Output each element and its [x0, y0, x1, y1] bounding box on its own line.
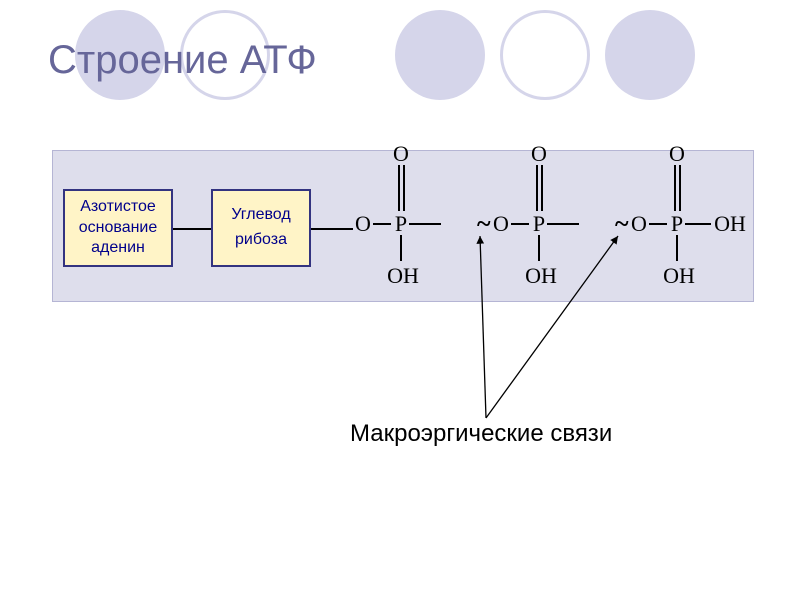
annotation-pointers	[0, 0, 800, 600]
pointer-line	[486, 236, 618, 418]
pointer-line	[480, 236, 486, 418]
